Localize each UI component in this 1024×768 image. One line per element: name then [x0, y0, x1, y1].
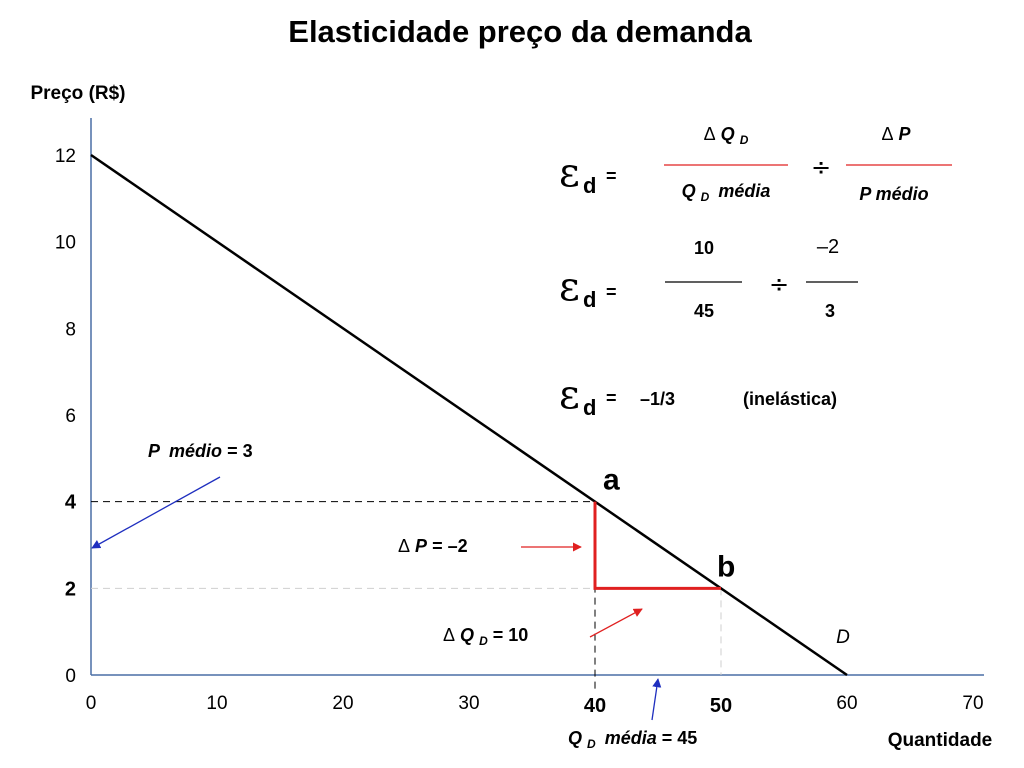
epsilon-subscript: d [583, 287, 596, 312]
x-tick-label: 20 [332, 693, 353, 714]
elasticity-note: (inelástica) [743, 389, 837, 409]
equals-sign: = [606, 282, 617, 302]
annotation-q-media: Q D média = 45 [568, 728, 697, 752]
x-axis-label: Quantidade [888, 730, 993, 751]
series-label-d: D [836, 627, 850, 648]
annotation-delta-q: Δ Q D = 10 [443, 625, 528, 649]
point-label-a: a [603, 464, 620, 497]
fraction-numerator: 10 [694, 238, 714, 258]
elasticity-result: –1/3 [640, 389, 675, 409]
fraction-numerator-delta-p: Δ P [881, 124, 911, 144]
epsilon-symbol: ε [559, 372, 580, 418]
epsilon-symbol: ε [559, 264, 580, 310]
fraction-denominator-q-media: Q D média [682, 181, 771, 205]
formula-row-2: ε d = 10 45 ÷ –2 3 [559, 236, 858, 321]
fraction-denominator: 3 [825, 301, 835, 321]
x-tick-label: 10 [206, 693, 227, 714]
annotation-p-medio: P médio = 3 [148, 441, 253, 461]
y-tick-label: 12 [55, 146, 76, 167]
equals-sign: = [606, 166, 617, 186]
y-tick-label: 6 [65, 406, 76, 427]
annotation-q-media-arrow [651, 678, 662, 721]
annotation-delta-q-arrow [589, 608, 643, 638]
epsilon-symbol: ε [559, 150, 580, 196]
divide-sign: ÷ [811, 153, 831, 181]
y-tick-label: 10 [55, 233, 76, 254]
demand-curve-line [90, 153, 848, 677]
fraction-numerator: –2 [817, 236, 839, 258]
chart-title: Elasticidade preço da demanda [288, 14, 752, 49]
x-tick-label: 30 [458, 693, 479, 714]
fraction-numerator-delta-q: Δ Q D [704, 124, 749, 147]
formula-row-1: ε d = Δ Q D Q D média ÷ Δ P P médio [559, 124, 952, 205]
annotation-p-medio-arrow [91, 476, 221, 549]
fraction-denominator: 45 [694, 301, 714, 321]
annotation-delta-p: Δ P = –2 [398, 536, 468, 556]
point-label-b: b [717, 550, 735, 583]
y-tick-label: 4 [65, 492, 77, 514]
y-tick-label: 8 [65, 319, 76, 340]
x-tick-label: 50 [710, 695, 732, 717]
fraction-denominator-p-medio: P médio [859, 184, 928, 204]
delta-segments [593, 501, 721, 590]
x-tick-label: 70 [962, 693, 983, 714]
y-tick-label: 2 [65, 578, 76, 600]
divide-sign: ÷ [769, 270, 789, 298]
equals-sign: = [606, 388, 617, 408]
y-axis-label: Preço (R$) [30, 83, 125, 104]
formula-row-3: ε d = –1/3 (inelástica) [559, 372, 837, 420]
y-tick-label: 0 [65, 666, 76, 687]
x-tick-label: 40 [584, 695, 606, 717]
x-tick-label: 60 [836, 693, 857, 714]
x-tick-label: 0 [86, 693, 97, 714]
epsilon-subscript: d [583, 395, 596, 420]
epsilon-subscript: d [583, 173, 596, 198]
